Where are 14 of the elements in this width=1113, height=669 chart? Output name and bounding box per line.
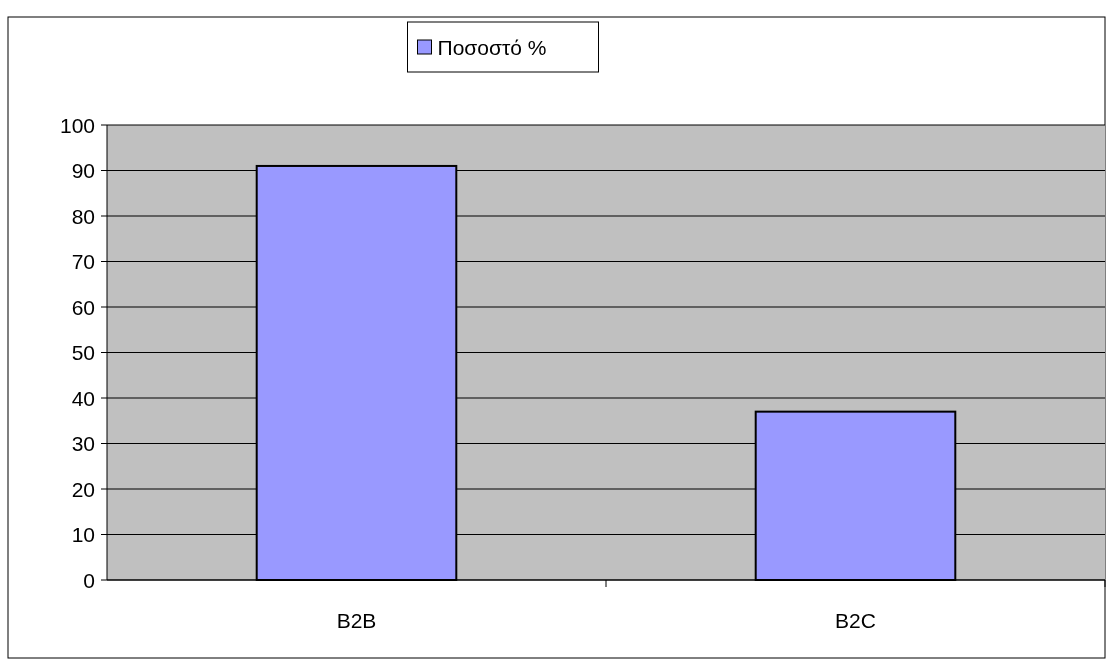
y-tick-label: 80 — [71, 204, 95, 228]
x-tick-label: B2B — [336, 609, 377, 632]
y-tick-label: 100 — [59, 113, 95, 137]
legend-label: Ποσοστό % — [437, 35, 547, 59]
y-tick-label: 50 — [71, 341, 95, 364]
y-tick-label: 70 — [71, 250, 95, 273]
y-tick-label: 20 — [71, 477, 95, 501]
y-tick-label: 90 — [71, 159, 95, 182]
y-tick-label: 60 — [71, 295, 95, 319]
y-tick-label: 0 — [83, 568, 95, 592]
y-tick-label: 40 — [71, 386, 95, 410]
y-tick-label: 10 — [71, 523, 95, 546]
x-tick-label: B2C — [835, 609, 876, 632]
y-tick-label: 30 — [71, 432, 95, 455]
